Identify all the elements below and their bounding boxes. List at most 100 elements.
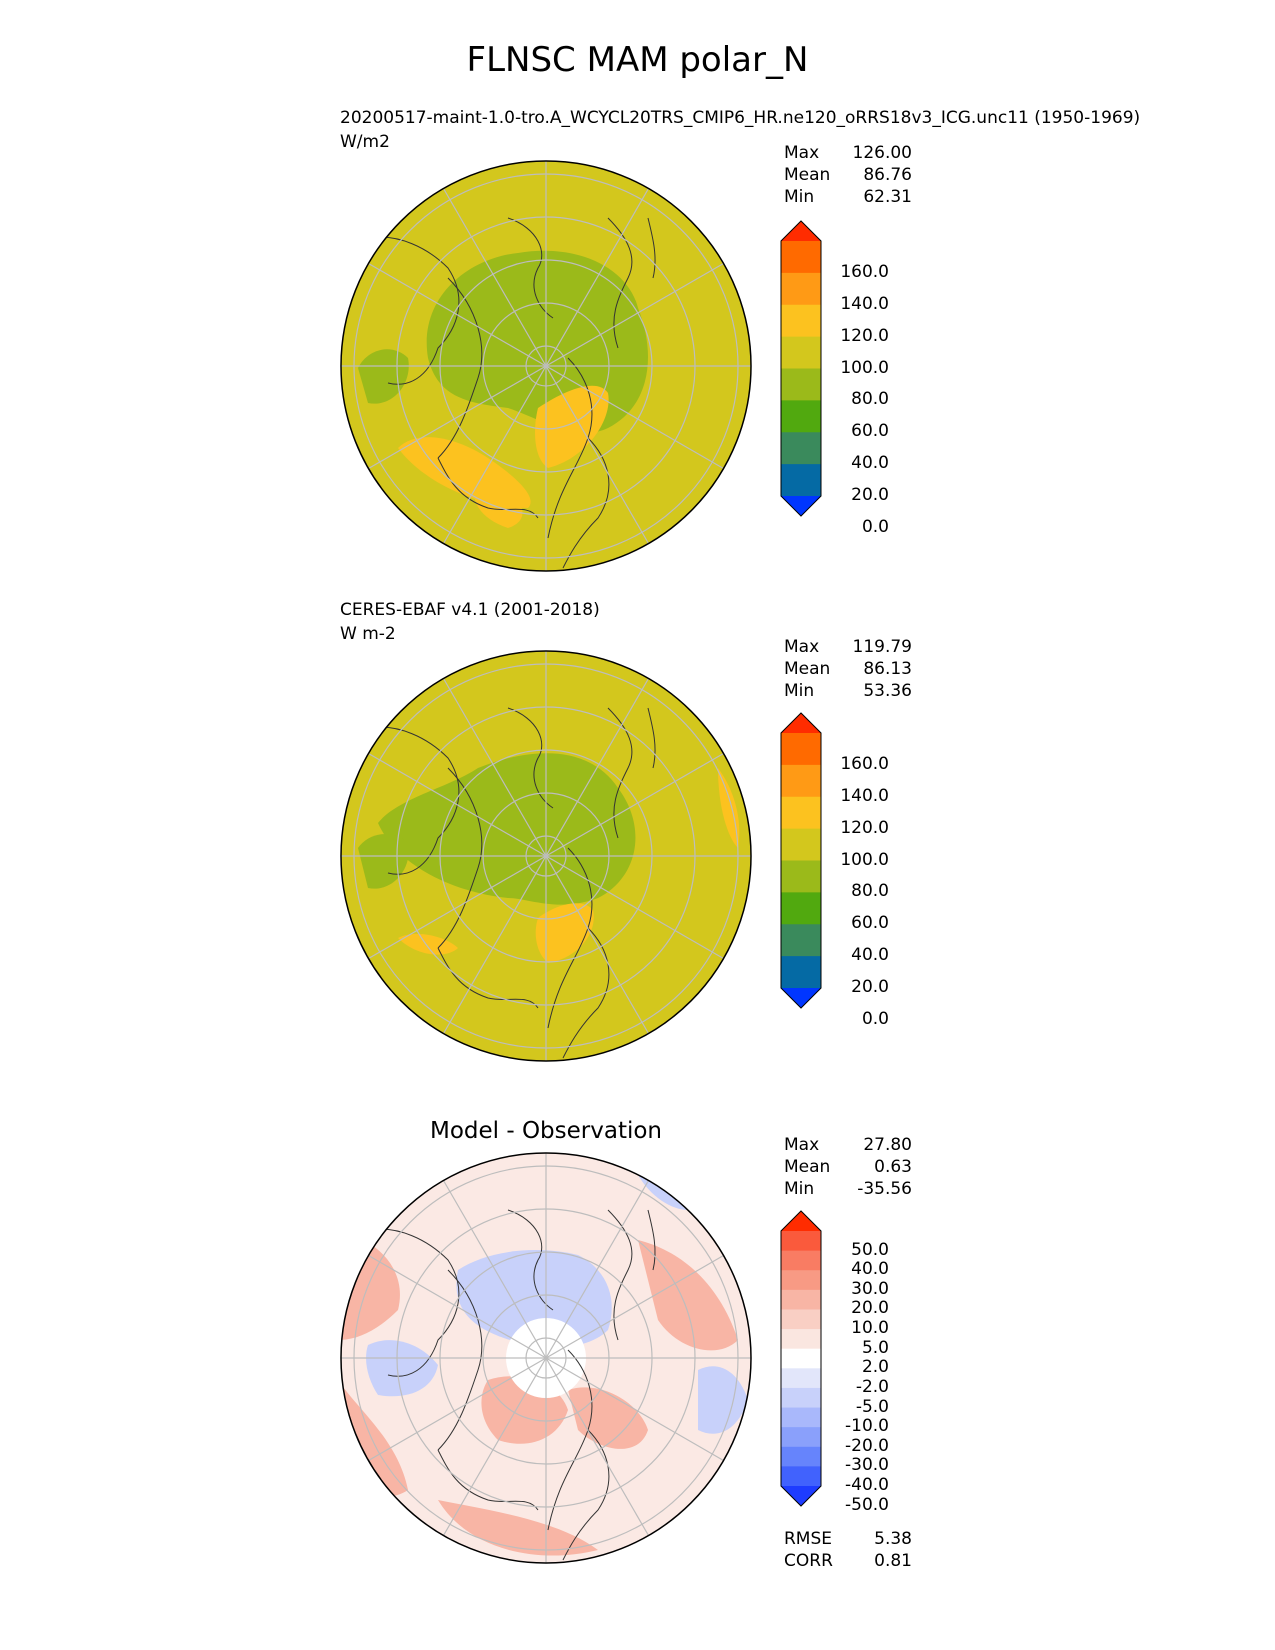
colorbar-tick-label: -10.0 bbox=[845, 1416, 889, 1437]
colorbar-band bbox=[781, 336, 821, 369]
colorbar-tick-label: 160.0 bbox=[840, 753, 889, 774]
stat-min-value: -35.56 bbox=[857, 1179, 912, 1199]
model-panel-units: W/m2 bbox=[340, 132, 390, 152]
stat-max-label: Max bbox=[784, 1135, 820, 1155]
corr-value: 0.81 bbox=[874, 1551, 912, 1571]
colorbar-tick-label: 2.0 bbox=[861, 1357, 889, 1378]
warm-patch-east bbox=[535, 385, 609, 468]
colorbar-tick-label: 0.0 bbox=[861, 516, 889, 537]
colorbar-tick-label: 40.0 bbox=[851, 453, 889, 474]
colorbar-band bbox=[781, 432, 821, 465]
rmse-label: RMSE bbox=[784, 1529, 833, 1549]
colorbar-extend-max bbox=[781, 713, 821, 733]
stat-mean-label: Mean bbox=[784, 659, 831, 679]
colorbar-band bbox=[781, 828, 821, 861]
obs-panel-units: W m-2 bbox=[340, 624, 396, 644]
colorbar-tick-label: 20.0 bbox=[851, 485, 889, 505]
stat-min-label: Min bbox=[784, 681, 815, 701]
warm-patch-west bbox=[398, 933, 458, 955]
colorbar-band bbox=[781, 1231, 821, 1252]
colorbar-band bbox=[781, 892, 821, 925]
warm-patch-south bbox=[474, 478, 523, 528]
colorbar-tick-label: 80.0 bbox=[851, 881, 889, 902]
diff-negative-region bbox=[456, 1250, 612, 1348]
colorbar-band bbox=[781, 241, 821, 274]
diff-negative-region bbox=[366, 1340, 438, 1397]
colorbar-band bbox=[781, 860, 821, 893]
colorbar-outline bbox=[780, 220, 822, 517]
colorbar-tick-label: 20.0 bbox=[851, 1298, 889, 1319]
colorbar-band bbox=[781, 764, 821, 798]
diff-polar-map bbox=[340, 1152, 752, 1564]
colorbar-tick-label: 5.0 bbox=[861, 1337, 889, 1358]
colorbar-band bbox=[781, 464, 821, 497]
stat-mean-label: Mean bbox=[784, 165, 831, 185]
rmse-value: 5.38 bbox=[874, 1529, 912, 1549]
figure-title: FLNSC MAM polar_N bbox=[466, 40, 809, 80]
obs-polar-map bbox=[340, 650, 752, 1062]
colorbar-band bbox=[781, 1348, 821, 1369]
diff-positive-region bbox=[438, 1500, 598, 1556]
colorbar-extend-max bbox=[781, 221, 821, 241]
colorbar-tick-label: 30.0 bbox=[851, 1278, 889, 1299]
colorbar-tick-label: 60.0 bbox=[851, 421, 889, 442]
stat-min-value: 62.31 bbox=[863, 187, 912, 207]
corr-label: CORR bbox=[784, 1551, 833, 1571]
colorbar-tick-label: 0.0 bbox=[861, 1008, 889, 1029]
graticule bbox=[341, 1153, 751, 1563]
stat-max-label: Max bbox=[784, 143, 820, 163]
diff-negative-region bbox=[698, 1366, 748, 1434]
warm-patch-pacific bbox=[718, 768, 740, 848]
colorbar-band bbox=[781, 1387, 821, 1409]
colorbar-band bbox=[781, 1289, 821, 1310]
stat-mean-value: 86.13 bbox=[863, 659, 912, 679]
stat-mean-value: 0.63 bbox=[874, 1157, 912, 1177]
colorbar-tick-label: 160.0 bbox=[840, 261, 889, 282]
model-panel-name: 20200517-maint-1.0-tro.A_WCYCL20TRS_CMIP… bbox=[340, 108, 1141, 128]
colorbar-outline bbox=[780, 1210, 822, 1507]
stat-min-label: Min bbox=[784, 1179, 815, 1199]
greenland-region bbox=[358, 833, 409, 889]
colorbar-band bbox=[781, 400, 821, 433]
colorbar-tick-label: 60.0 bbox=[851, 913, 889, 934]
colorbar-tick-label: -20.0 bbox=[845, 1435, 889, 1456]
colorbar-tick-label: -30.0 bbox=[845, 1455, 889, 1476]
colorbar-tick-label: 100.0 bbox=[840, 357, 889, 378]
colorbar-extend-min bbox=[781, 1486, 821, 1506]
stat-min-value: 53.36 bbox=[863, 681, 912, 701]
diff-colorbar bbox=[780, 1210, 822, 1507]
diff-metrics: RMSE 5.38 CORR 0.81 bbox=[784, 1528, 912, 1572]
colorbar-extend-min bbox=[781, 496, 821, 516]
colorbar-band bbox=[781, 1368, 821, 1389]
colorbar-tick-label: 120.0 bbox=[840, 817, 889, 838]
colorbar-extend-max bbox=[781, 1211, 821, 1231]
colorbar-band bbox=[781, 304, 821, 338]
model-stats: Max 126.00 Mean 86.76 Min 62.31 bbox=[784, 142, 912, 208]
map-boundary bbox=[340, 1152, 752, 1564]
colorbar-tick-label: 80.0 bbox=[851, 389, 889, 410]
colorbar-tick-label: 100.0 bbox=[840, 849, 889, 870]
colorbar-tick-label: -50.0 bbox=[845, 1494, 889, 1515]
stat-mean-value: 86.76 bbox=[863, 165, 912, 185]
colorbar-extend-min bbox=[781, 988, 821, 1008]
model-colorbar bbox=[780, 220, 822, 517]
colorbar-band bbox=[781, 1250, 821, 1271]
colorbar-tick-label: 10.0 bbox=[851, 1318, 889, 1339]
model-polar-map bbox=[340, 160, 752, 572]
diff-panel-title: Model - Observation bbox=[429, 1118, 663, 1144]
colorbar-tick-label: -5.0 bbox=[855, 1396, 889, 1417]
arctic-region bbox=[378, 753, 636, 905]
colorbar-band bbox=[781, 1407, 821, 1428]
stat-max-value: 27.80 bbox=[863, 1135, 912, 1155]
greenland-region bbox=[358, 349, 409, 404]
map-boundary bbox=[340, 160, 752, 572]
colorbar-band bbox=[781, 956, 821, 989]
colorbar-band bbox=[781, 796, 821, 830]
stat-max-value: 119.79 bbox=[852, 637, 912, 657]
colorbar-band bbox=[781, 924, 821, 957]
warm-patch-east bbox=[535, 903, 594, 963]
stat-mean-label: Mean bbox=[784, 1157, 831, 1177]
colorbar-tick-label: 120.0 bbox=[840, 325, 889, 346]
obs-stats: Max 119.79 Mean 86.13 Min 53.36 bbox=[784, 636, 912, 702]
map-boundary bbox=[340, 650, 752, 1062]
